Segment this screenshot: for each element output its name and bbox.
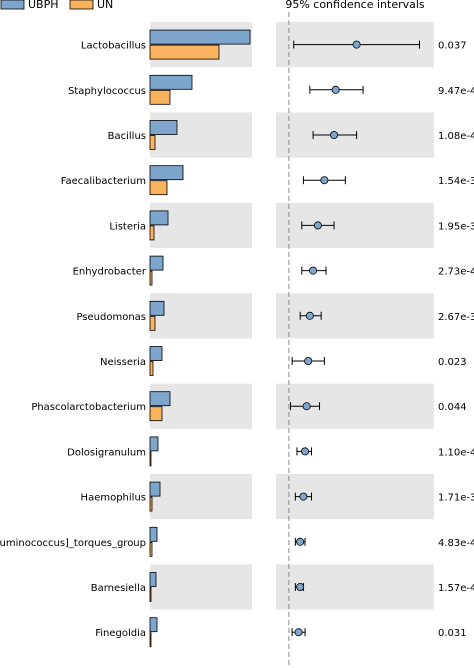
bar-un [149,406,163,422]
bar-un [149,225,155,241]
bar-un [149,135,156,150]
category-label: Staphylococcus [68,86,146,97]
category-label: Pseudomonas [76,312,146,323]
legend-swatch-ubph [0,0,25,10]
ci-row-band [276,202,434,248]
bar-ubph [149,346,163,361]
ci-panel-title: 95% confidence intervals [285,0,425,11]
legend-label-un: UN [97,0,113,11]
bar-row-band [150,383,252,429]
category-label: Finegoldia [95,628,146,639]
bar-ubph [149,391,171,407]
bar-un [149,89,171,105]
p-value: 0.037 [438,41,467,52]
legend: UBPH UN [0,0,113,11]
ci-point [301,447,310,456]
p-value: 2.67e-3 [438,312,474,323]
p-value: 0.044 [438,402,467,413]
bar-row-band [150,293,252,339]
p-value: 2.73e-4 [438,267,474,278]
ci-point [320,176,329,185]
bar-un [149,496,153,512]
p-value: 1.10e-4 [438,447,474,458]
bar-row-band [150,474,252,520]
bar-ubph [149,74,193,90]
category-label: Listeria [109,221,146,232]
ci-point [352,40,361,49]
category-label: Lactobacillus [81,41,146,52]
ci-point [302,402,311,411]
bar-un [149,587,152,602]
ci-point [313,221,322,230]
bar-un [149,315,156,331]
category-label: [Ruminococcus]_torques_group [0,538,146,549]
bar-row-band [150,22,252,68]
bar-un [149,632,152,648]
bar-ubph [149,572,157,587]
bar-ubph [149,29,251,45]
p-value: 9.47e-4 [438,86,474,97]
bar-un [149,180,168,196]
bar-un [149,44,220,60]
ci-point [309,266,318,275]
p-value: 4.83e-4 [438,538,474,549]
bar-ubph [149,526,158,542]
legend-label-ubph: UBPH [28,0,59,11]
category-label: Bacillus [108,131,146,142]
bar-ubph [149,255,164,271]
bar-un [149,451,152,467]
bar-row-band [150,564,252,610]
bar-row-band [150,202,252,248]
category-label: Enhydrobacter [73,267,147,278]
bar-ubph [149,120,178,135]
bar-un [149,361,154,376]
p-value: 1.57e-4 [438,583,474,594]
category-label: Faecalibacterium [61,176,146,187]
p-value: 1.08e-4 [438,131,474,142]
ci-point [296,537,305,546]
category-label: Phascolarctobacterium [31,402,146,413]
category-label: Dolosigranulum [67,447,146,458]
p-value: 1.71e-3 [438,493,474,504]
category-label: Neisseria [100,357,146,368]
ci-point [294,628,303,637]
legend-swatch-un [69,0,94,10]
bar-un [149,541,153,557]
ci-point [330,130,339,139]
p-value: 0.023 [438,357,467,368]
ci-point [331,85,340,94]
ci-point [296,583,305,592]
ci-point [299,492,308,501]
bar-ubph [149,300,165,316]
bar-row-band [150,112,252,158]
bar-ubph [149,210,169,226]
category-label: Barnesiella [91,583,146,594]
p-value: 1.54e-3 [438,176,474,187]
bar-ubph [149,165,184,181]
category-label: Haemophilus [81,493,146,504]
p-value: 0.031 [438,628,467,639]
bar-ubph [149,436,159,452]
bar-ubph [149,617,158,633]
bar-un [149,270,153,286]
ci-point [305,311,314,320]
bar-ubph [149,481,161,497]
ci-point [304,356,313,365]
p-value: 1.95e-3 [438,221,474,232]
